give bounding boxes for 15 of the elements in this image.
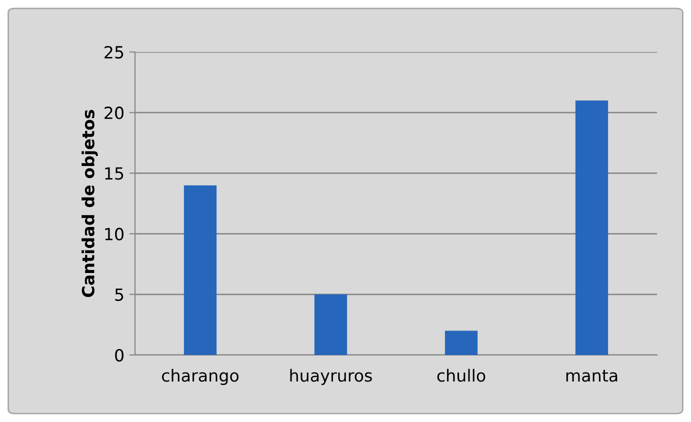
y-tick-label: 0 <box>115 348 124 362</box>
bar <box>575 100 608 355</box>
y-axis-title: Cantidad de objetos <box>82 110 98 298</box>
x-tick-label: charango <box>162 368 239 386</box>
x-tick-label: chullo <box>437 368 486 382</box>
x-tick-label: manta <box>566 370 618 382</box>
bar <box>184 185 217 355</box>
y-tick-label: 5 <box>115 288 124 301</box>
y-tick-label: 10 <box>105 228 124 240</box>
bar <box>314 294 348 355</box>
y-tick-label: 15 <box>105 167 124 180</box>
y-tick-label: 25 <box>104 46 124 59</box>
y-tick-label: 20 <box>104 106 124 120</box>
x-tick-label: huayruros <box>290 368 372 386</box>
bar <box>444 330 478 355</box>
